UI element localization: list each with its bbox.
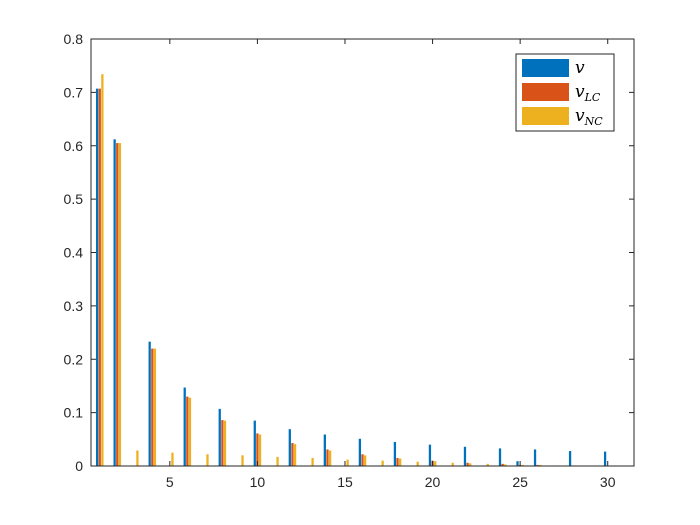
bar-v-26 [533,449,537,466]
bar-nc-19 [416,461,419,466]
y-tick-label: 0.6 [64,138,84,154]
bar-lc-1 [98,88,101,466]
x-tick-label: 15 [337,474,353,490]
bar-nc-12 [293,444,297,466]
bar-nc-9 [241,455,244,466]
bar-v-14 [323,434,326,466]
bar-v-18 [393,441,397,466]
bar-nc-8 [223,420,227,466]
y-tick-label: 0.3 [64,298,84,314]
bar-v-22 [463,446,467,466]
bar-v-30 [603,451,607,466]
bar-lc-8 [221,420,224,466]
bar-v-1 [95,88,99,466]
y-tick-label: 0.4 [64,245,84,261]
bar-v-12 [288,429,291,466]
bar-nc-26 [539,464,542,466]
bar-nc-1 [101,74,104,466]
bar-nc-24 [504,464,507,466]
bar-lc-2 [116,143,119,466]
bar-lc-22 [466,462,469,466]
bar-nc-11 [276,456,279,466]
bar-nc-15 [346,459,349,466]
bar-lc-18 [396,457,399,466]
bar-nc-7 [206,454,209,466]
bar-lc-6 [186,396,189,466]
bar-v-25 [516,461,519,466]
bar-nc-2 [118,143,122,466]
bar-nc-4 [153,348,157,466]
bar-v-8 [218,408,221,466]
y-tick-label: 0.8 [64,31,84,47]
legend-label-lc: vLC [575,82,601,104]
ticks-layer: 5 10 15 20 25 30 0 0.1 0.2 0.3 0.4 0.5 0.6 0.7 0.8 [64,31,634,490]
x-tick-label: 10 [250,474,266,490]
bar-lc-16 [361,454,364,466]
legend-swatch-lc [522,83,569,101]
legend-label-v: v [575,58,585,78]
bar-nc-17 [381,460,384,466]
bar-nc-20 [434,461,437,466]
bar-nc-3 [136,450,139,466]
x-tick-label: 20 [425,474,441,490]
x-tick-label: 25 [512,474,528,490]
bar-nc-22 [469,463,472,466]
y-tick-label: 0.1 [64,405,84,421]
y-tick-label: 0.2 [64,351,84,367]
x-tick-label: 5 [166,474,174,490]
bar-lc-12 [291,443,294,466]
bar-v-6 [183,387,186,466]
bar-nc-13 [311,457,314,466]
bar-nc-6 [188,397,192,466]
bar-nc-14 [328,450,332,466]
bar-v-4 [148,341,151,466]
bar-v-24 [498,448,502,466]
bar-v-10 [253,420,256,466]
bar-v-16 [358,438,362,466]
bar-nc-25 [521,464,524,466]
bars-layer [95,74,630,467]
bar-nc-16 [363,455,367,466]
bar-lc-24 [501,463,504,466]
bar-nc-21 [451,462,454,466]
bar-v-28 [568,451,572,466]
legend-swatch-nc [522,107,569,125]
y-tick-label: 0.7 [64,84,84,100]
bar-lc-14 [326,449,329,466]
bar-lc-4 [151,348,154,466]
bar-v-20 [428,444,432,466]
legend-label-nc: vNC [575,106,603,128]
bar-lc-10 [256,433,259,466]
bar-nc-5 [171,452,174,466]
bar-v-2 [113,139,116,466]
legend-swatch-v [522,59,569,77]
bar-lc-26 [536,464,539,466]
bar-nc-18 [399,458,402,466]
x-tick-label: 30 [600,474,616,490]
y-tick-label: 0 [75,458,83,474]
bar-nc-10 [258,434,262,466]
bar-nc-23 [486,463,489,466]
y-tick-label: 0.5 [64,191,84,207]
